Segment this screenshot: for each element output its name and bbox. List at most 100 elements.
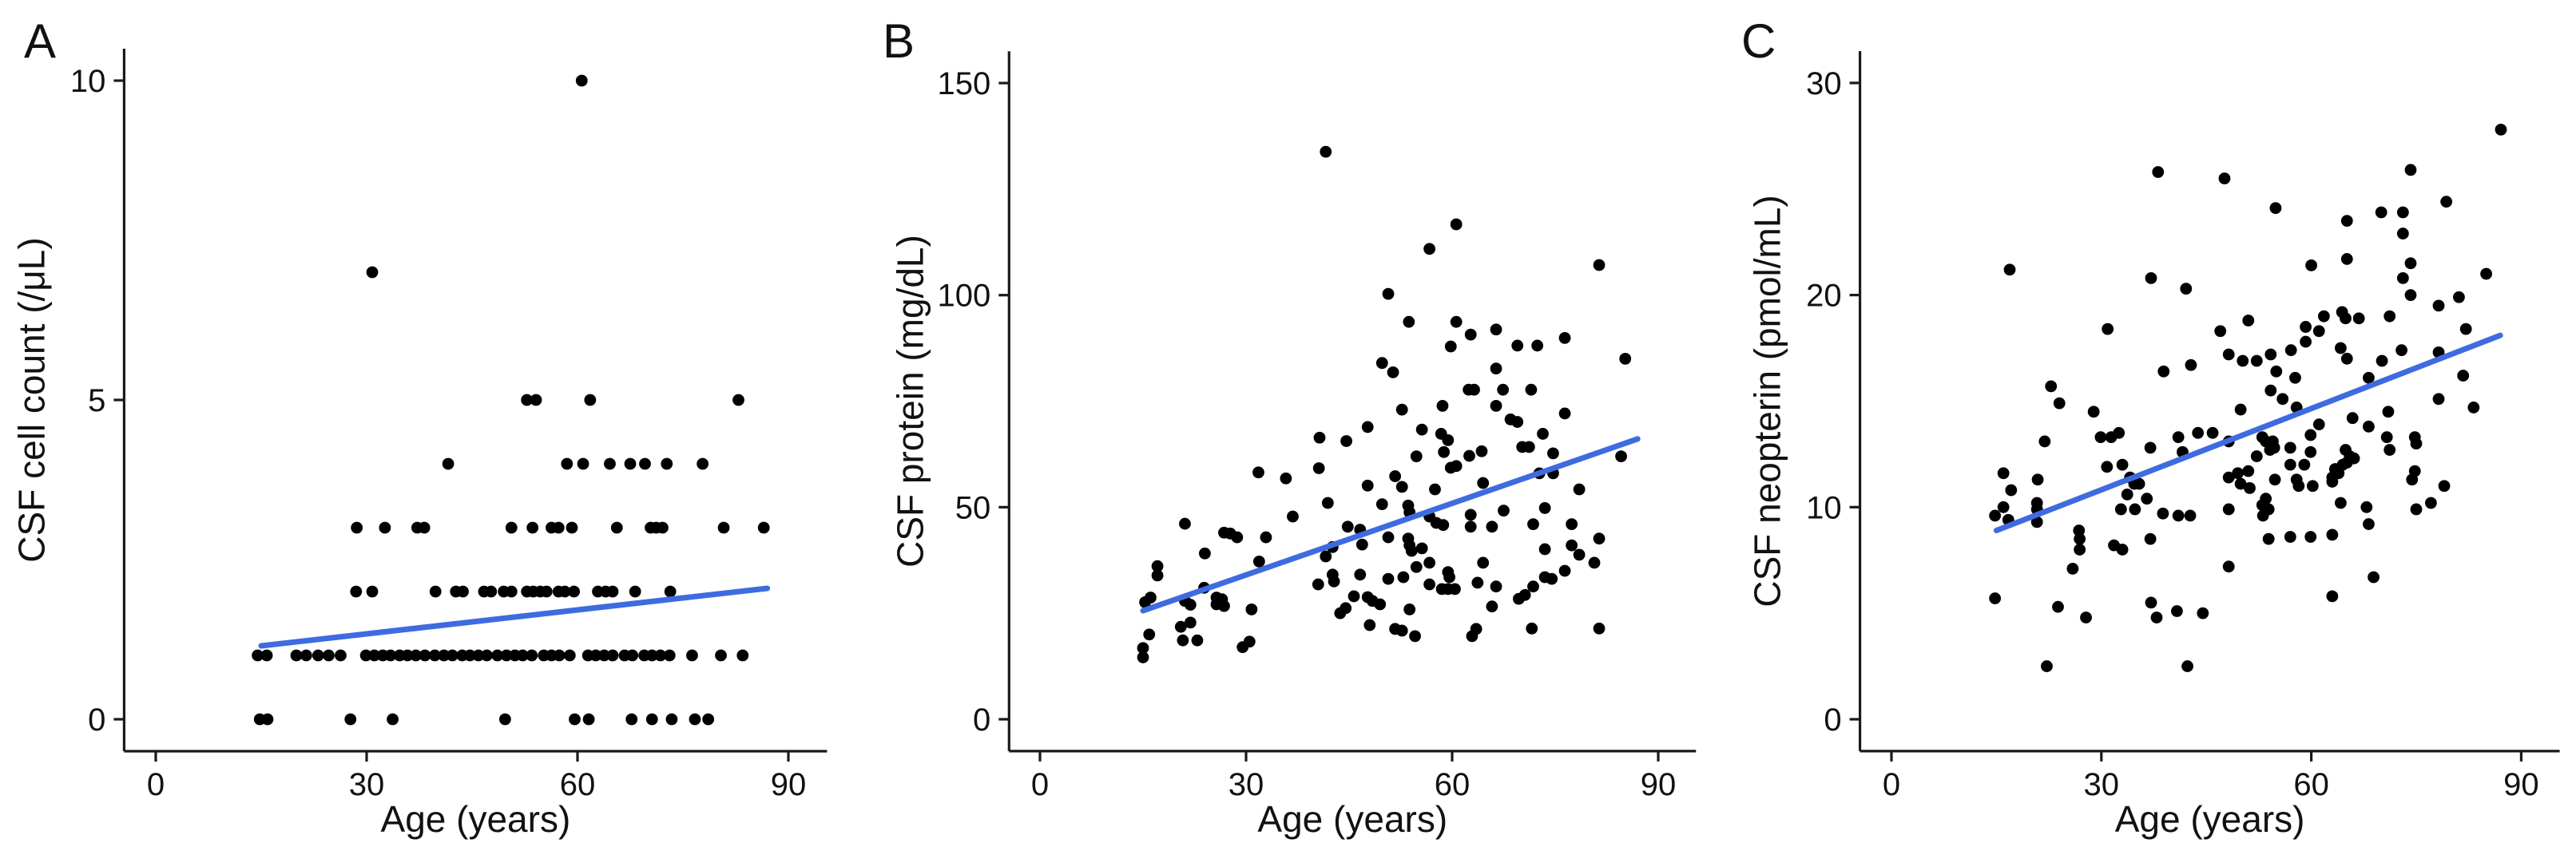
data-point: [1174, 620, 1187, 633]
data-point: [2262, 532, 2275, 545]
data-point: [2382, 406, 2395, 418]
data-point: [1470, 623, 1482, 635]
data-point: [645, 713, 658, 726]
data-point: [2352, 312, 2365, 325]
data-point: [384, 649, 397, 662]
data-point: [2396, 206, 2409, 219]
y-axis-title: CSF protein (mg/dL): [889, 235, 931, 568]
data-point: [1395, 624, 1408, 637]
data-point: [2334, 497, 2347, 509]
x-tick-label: 90: [2503, 767, 2539, 802]
data-point: [1477, 477, 1490, 489]
data-point: [344, 713, 357, 726]
data-point: [2264, 348, 2277, 361]
data-point: [2197, 607, 2209, 619]
y-tick-label: 50: [955, 490, 991, 525]
data-point: [2250, 354, 2263, 367]
data-point: [2114, 503, 2127, 516]
data-point: [2284, 531, 2296, 543]
data-point: [2133, 477, 2145, 490]
data-point: [1313, 431, 1326, 444]
data-point: [1538, 502, 1551, 514]
data-point: [2304, 445, 2317, 458]
data-point: [1405, 544, 1418, 557]
data-point: [2376, 354, 2388, 367]
data-point: [665, 713, 678, 726]
data-point: [1486, 600, 1498, 613]
y-tick-label: 20: [1806, 279, 1842, 314]
data-point: [387, 713, 399, 726]
data-point: [610, 521, 623, 534]
data-point: [1191, 634, 1204, 647]
data-point: [2410, 437, 2423, 449]
data-point: [2066, 562, 2079, 575]
data-point: [419, 649, 431, 662]
data-point: [2094, 431, 2107, 444]
data-point: [540, 585, 553, 598]
data-point: [1593, 259, 1606, 271]
data-point: [1527, 580, 1539, 593]
regression-line: [1993, 332, 2503, 534]
data-point: [1566, 539, 1578, 552]
data-point: [1177, 634, 1189, 647]
data-point: [1320, 145, 1332, 158]
data-point: [584, 394, 597, 406]
data-point: [2340, 457, 2353, 469]
data-point: [1525, 383, 1538, 396]
data-point: [2214, 325, 2227, 338]
data-point: [463, 649, 476, 662]
data-point: [1443, 571, 1455, 584]
data-point: [323, 649, 335, 662]
data-point: [2326, 590, 2339, 603]
data-point: [1179, 517, 1191, 530]
data-point: [1423, 243, 1436, 255]
data-point: [1573, 483, 1586, 496]
y-tick-label: 0: [88, 703, 105, 738]
data-point: [598, 649, 610, 662]
panel-letter: B: [883, 14, 915, 68]
data-point: [1477, 556, 1490, 569]
data-point: [2074, 544, 2086, 556]
data-point: [2289, 371, 2301, 384]
data-point: [1558, 407, 1571, 420]
data-point: [606, 585, 619, 598]
data-point: [2404, 257, 2417, 270]
data-point: [1547, 447, 1559, 460]
data-point: [1527, 518, 1539, 531]
x-tick-label: 0: [1883, 767, 1900, 802]
data-point: [2363, 420, 2375, 433]
data-point: [1444, 340, 1457, 353]
data-point: [2375, 206, 2387, 219]
data-point: [1989, 592, 2002, 604]
data-point: [1522, 441, 1535, 453]
data-point: [1328, 575, 1340, 588]
data-point: [1450, 460, 1463, 473]
data-point: [1340, 435, 1352, 447]
data-point: [2326, 528, 2339, 541]
data-point: [1558, 331, 1571, 344]
data-point: [2298, 458, 2311, 471]
data-point: [2031, 473, 2044, 486]
x-tick-label: 90: [771, 767, 807, 802]
data-point: [663, 649, 676, 662]
panel-a: 0 30 60 90 0 5 10 Age (years) CSF cell count (/μ…: [10, 14, 828, 840]
panel-letter: A: [24, 14, 56, 68]
data-point: [2041, 660, 2053, 672]
data-point: [1593, 622, 1606, 635]
data-point: [1354, 568, 1367, 581]
data-point: [500, 649, 513, 662]
data-point: [1403, 603, 1416, 615]
data-point: [1464, 509, 1477, 521]
data-point: [589, 649, 602, 662]
data-point: [2305, 259, 2318, 271]
x-axis-title: Age (years): [381, 798, 571, 840]
data-point: [657, 521, 669, 534]
data-point: [1243, 635, 1256, 648]
data-point: [1468, 383, 1480, 396]
data-point: [2087, 406, 2100, 418]
y-tick-label: 150: [938, 66, 991, 101]
data-point: [1334, 607, 1347, 619]
data-point: [2264, 384, 2277, 397]
